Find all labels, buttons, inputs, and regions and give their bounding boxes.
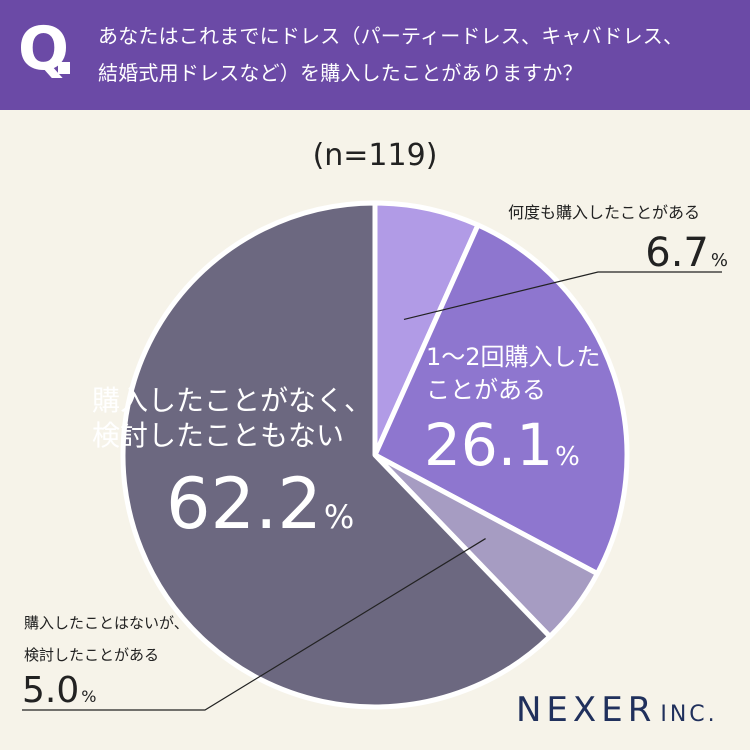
question-text: あなたはこれまでにドレス（パーティードレス、キャバドレス、 結婚式用ドレスなど）… (98, 18, 738, 92)
label-never-line-2: 検討したこともない (92, 419, 344, 452)
value-many-times: 6.7% (645, 230, 728, 276)
slice-never (120, 200, 553, 710)
brand-suffix: INC. (660, 702, 718, 727)
label-once-or-twice-line-1: 1〜2回購入した (426, 343, 601, 371)
value-once-or-twice: 26.1% (424, 411, 580, 479)
label-never-line-1: 購入したことがなく、 (92, 384, 372, 417)
question-banner: Q あなたはこれまでにドレス（パーティードレス、キャバドレス、 結婚式用ドレスな… (0, 0, 750, 110)
sample-size: (n=119) (312, 138, 438, 173)
leader-line-considered (22, 538, 486, 711)
brand-name: NEXER (516, 690, 657, 730)
brand-logo: NEXER INC. (516, 690, 718, 730)
value-never: 62.2% (166, 463, 354, 545)
label-considered-line-2: 検討したことがある (24, 646, 159, 664)
label-once-or-twice-line-2: ことがある (426, 376, 546, 404)
label-many-times: 何度も購入したことがある (508, 203, 700, 222)
value-considered: 5.0% (22, 670, 96, 711)
question-line-2: 結婚式用ドレスなど）を購入したことがありますか？ (98, 61, 583, 85)
q-dot (58, 62, 70, 74)
label-considered-line-1: 購入したことはないが、 (24, 614, 189, 632)
question-line-1: あなたはこれまでにドレス（パーティードレス、キャバドレス、 (98, 24, 684, 48)
leader-line-many-times (403, 271, 722, 321)
